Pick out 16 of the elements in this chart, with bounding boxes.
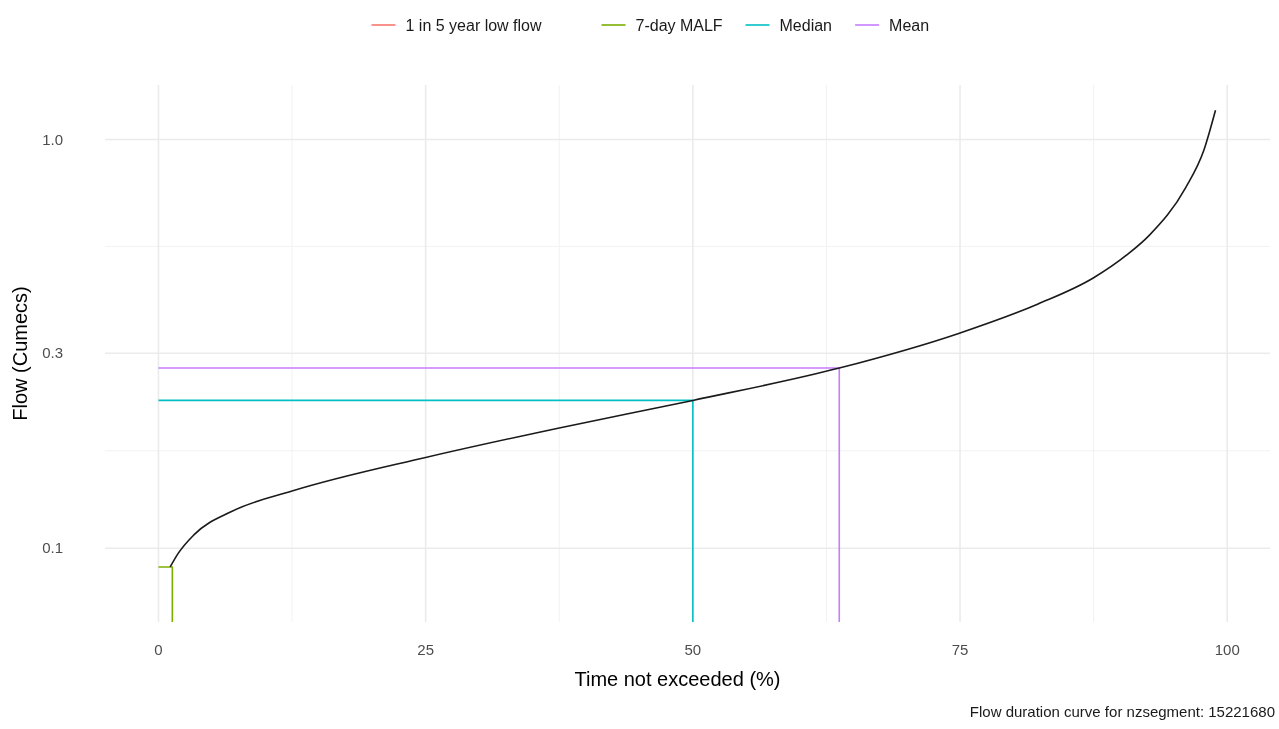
y-tick-label: 0.3 bbox=[42, 344, 63, 362]
legend-label: 7-day MALF bbox=[635, 17, 723, 34]
x-tick-label: 75 bbox=[951, 641, 969, 658]
y-tick-label: 0.1 bbox=[42, 539, 63, 557]
text: Flow duration curve for nzsegment: 15221680 bbox=[969, 703, 1275, 720]
y-tick-label: 1.0 bbox=[42, 130, 63, 148]
legend-label: Mean bbox=[889, 17, 930, 34]
legend-label: Median bbox=[779, 17, 832, 34]
x-tick-label: 0 bbox=[154, 641, 163, 658]
x-tick-label: 50 bbox=[684, 641, 702, 658]
legend-label: 1 in 5 year low flow bbox=[405, 17, 543, 34]
y-axis-title: Flow (Cumecs) bbox=[9, 286, 31, 421]
x-tick-label: 100 bbox=[1214, 641, 1240, 658]
x-tick-label: 25 bbox=[417, 641, 434, 658]
line-series bbox=[169, 109, 1217, 568]
x-axis-title: Time not exceeded (%) bbox=[574, 668, 781, 690]
